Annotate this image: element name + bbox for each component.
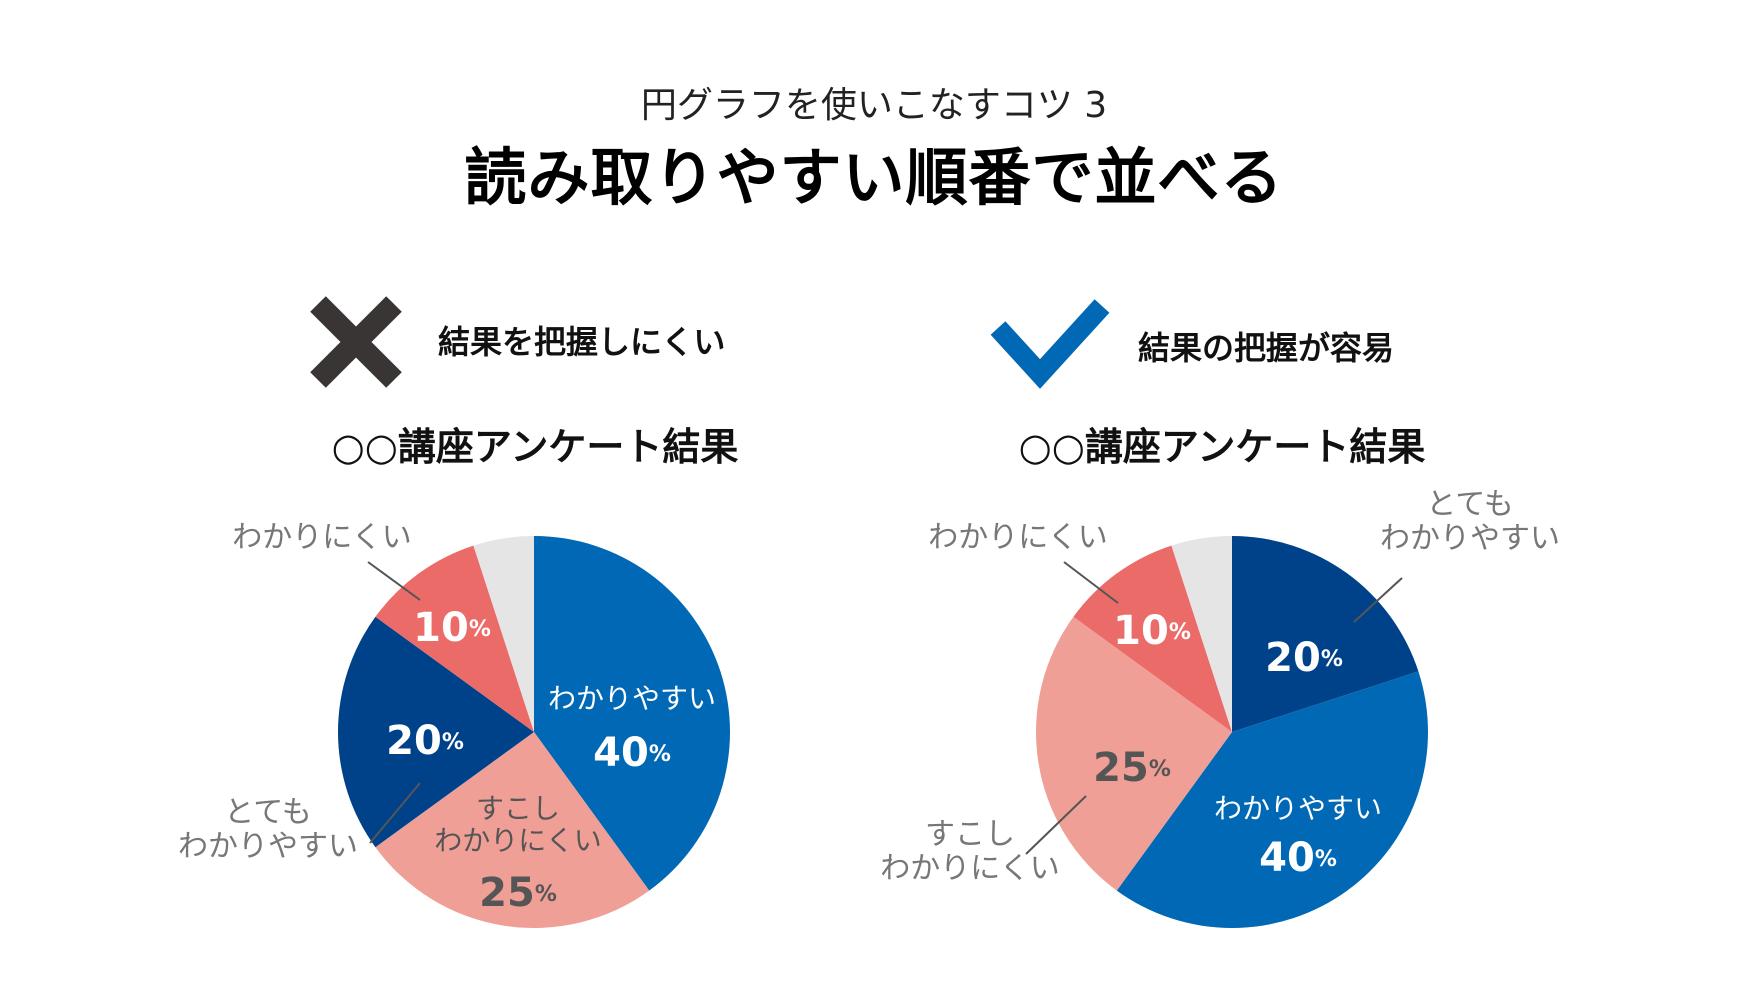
pie-chart-right: とてもわかりやすい 20% わかりやすい 40% すこしわかりにくい 25% わかりにくい 1… xyxy=(880,487,1560,928)
slice-category-label: とてもわかりやすい xyxy=(1380,487,1560,556)
slice-value-label: 10% xyxy=(413,605,491,651)
leader-line xyxy=(1063,561,1119,604)
cross-icon xyxy=(308,294,404,390)
pie-slice xyxy=(338,616,534,848)
pie-slice xyxy=(534,536,730,891)
slice-value-label: 25% xyxy=(479,870,557,916)
chart-title-right: ○○講座アンケート結果 xyxy=(1018,425,1426,469)
slice-category-label: すこしわかりにくい xyxy=(434,792,601,857)
page-subtitle: 円グラフを使いこなすコツ 3 xyxy=(640,85,1108,126)
panel-label-good: 結果の把握が容易 xyxy=(1138,329,1395,367)
slice-value-label: 25% xyxy=(1093,745,1171,791)
slice-value-label: 40% xyxy=(1259,835,1337,881)
pie-slice xyxy=(1171,536,1232,732)
pie-slice xyxy=(1116,671,1428,928)
leader-line xyxy=(1353,577,1403,623)
leader-line xyxy=(367,561,421,601)
slice-category-label: わかりにくい xyxy=(928,520,1107,555)
slice-category-label: とてもわかりやすい xyxy=(178,795,358,864)
pie-slice xyxy=(375,732,650,928)
checkmark-icon xyxy=(990,296,1110,392)
page-title: 読み取りやすい順番で並べる xyxy=(464,141,1284,214)
slice-category-label: すこしわかりにくい xyxy=(880,817,1059,886)
slice-category-label: わかりやすい xyxy=(548,682,716,715)
slice-value-label: 20% xyxy=(386,718,464,764)
leader-line xyxy=(369,782,421,844)
pie-slice xyxy=(375,545,534,732)
pie-chart-left: わかりやすい 40% すこしわかりにくい 25% とてもわかりやすい 20% わかりにくい 1… xyxy=(178,520,730,928)
slice-value-label: 10% xyxy=(1113,608,1191,654)
leader-line xyxy=(1025,795,1087,855)
pie-slice xyxy=(473,536,534,732)
slice-value-label: 20% xyxy=(1265,635,1343,681)
pie-slice xyxy=(1073,545,1232,732)
pie-slice xyxy=(1036,616,1232,891)
pie-slice xyxy=(1232,536,1419,732)
slice-category-label: わかりにくい xyxy=(232,520,411,555)
slice-value-label: 40% xyxy=(593,730,671,776)
slice-category-label: わかりやすい xyxy=(1214,792,1382,825)
chart-title-left: ○○講座アンケート結果 xyxy=(331,425,739,469)
panel-label-bad: 結果を把握しにくい xyxy=(438,323,726,361)
